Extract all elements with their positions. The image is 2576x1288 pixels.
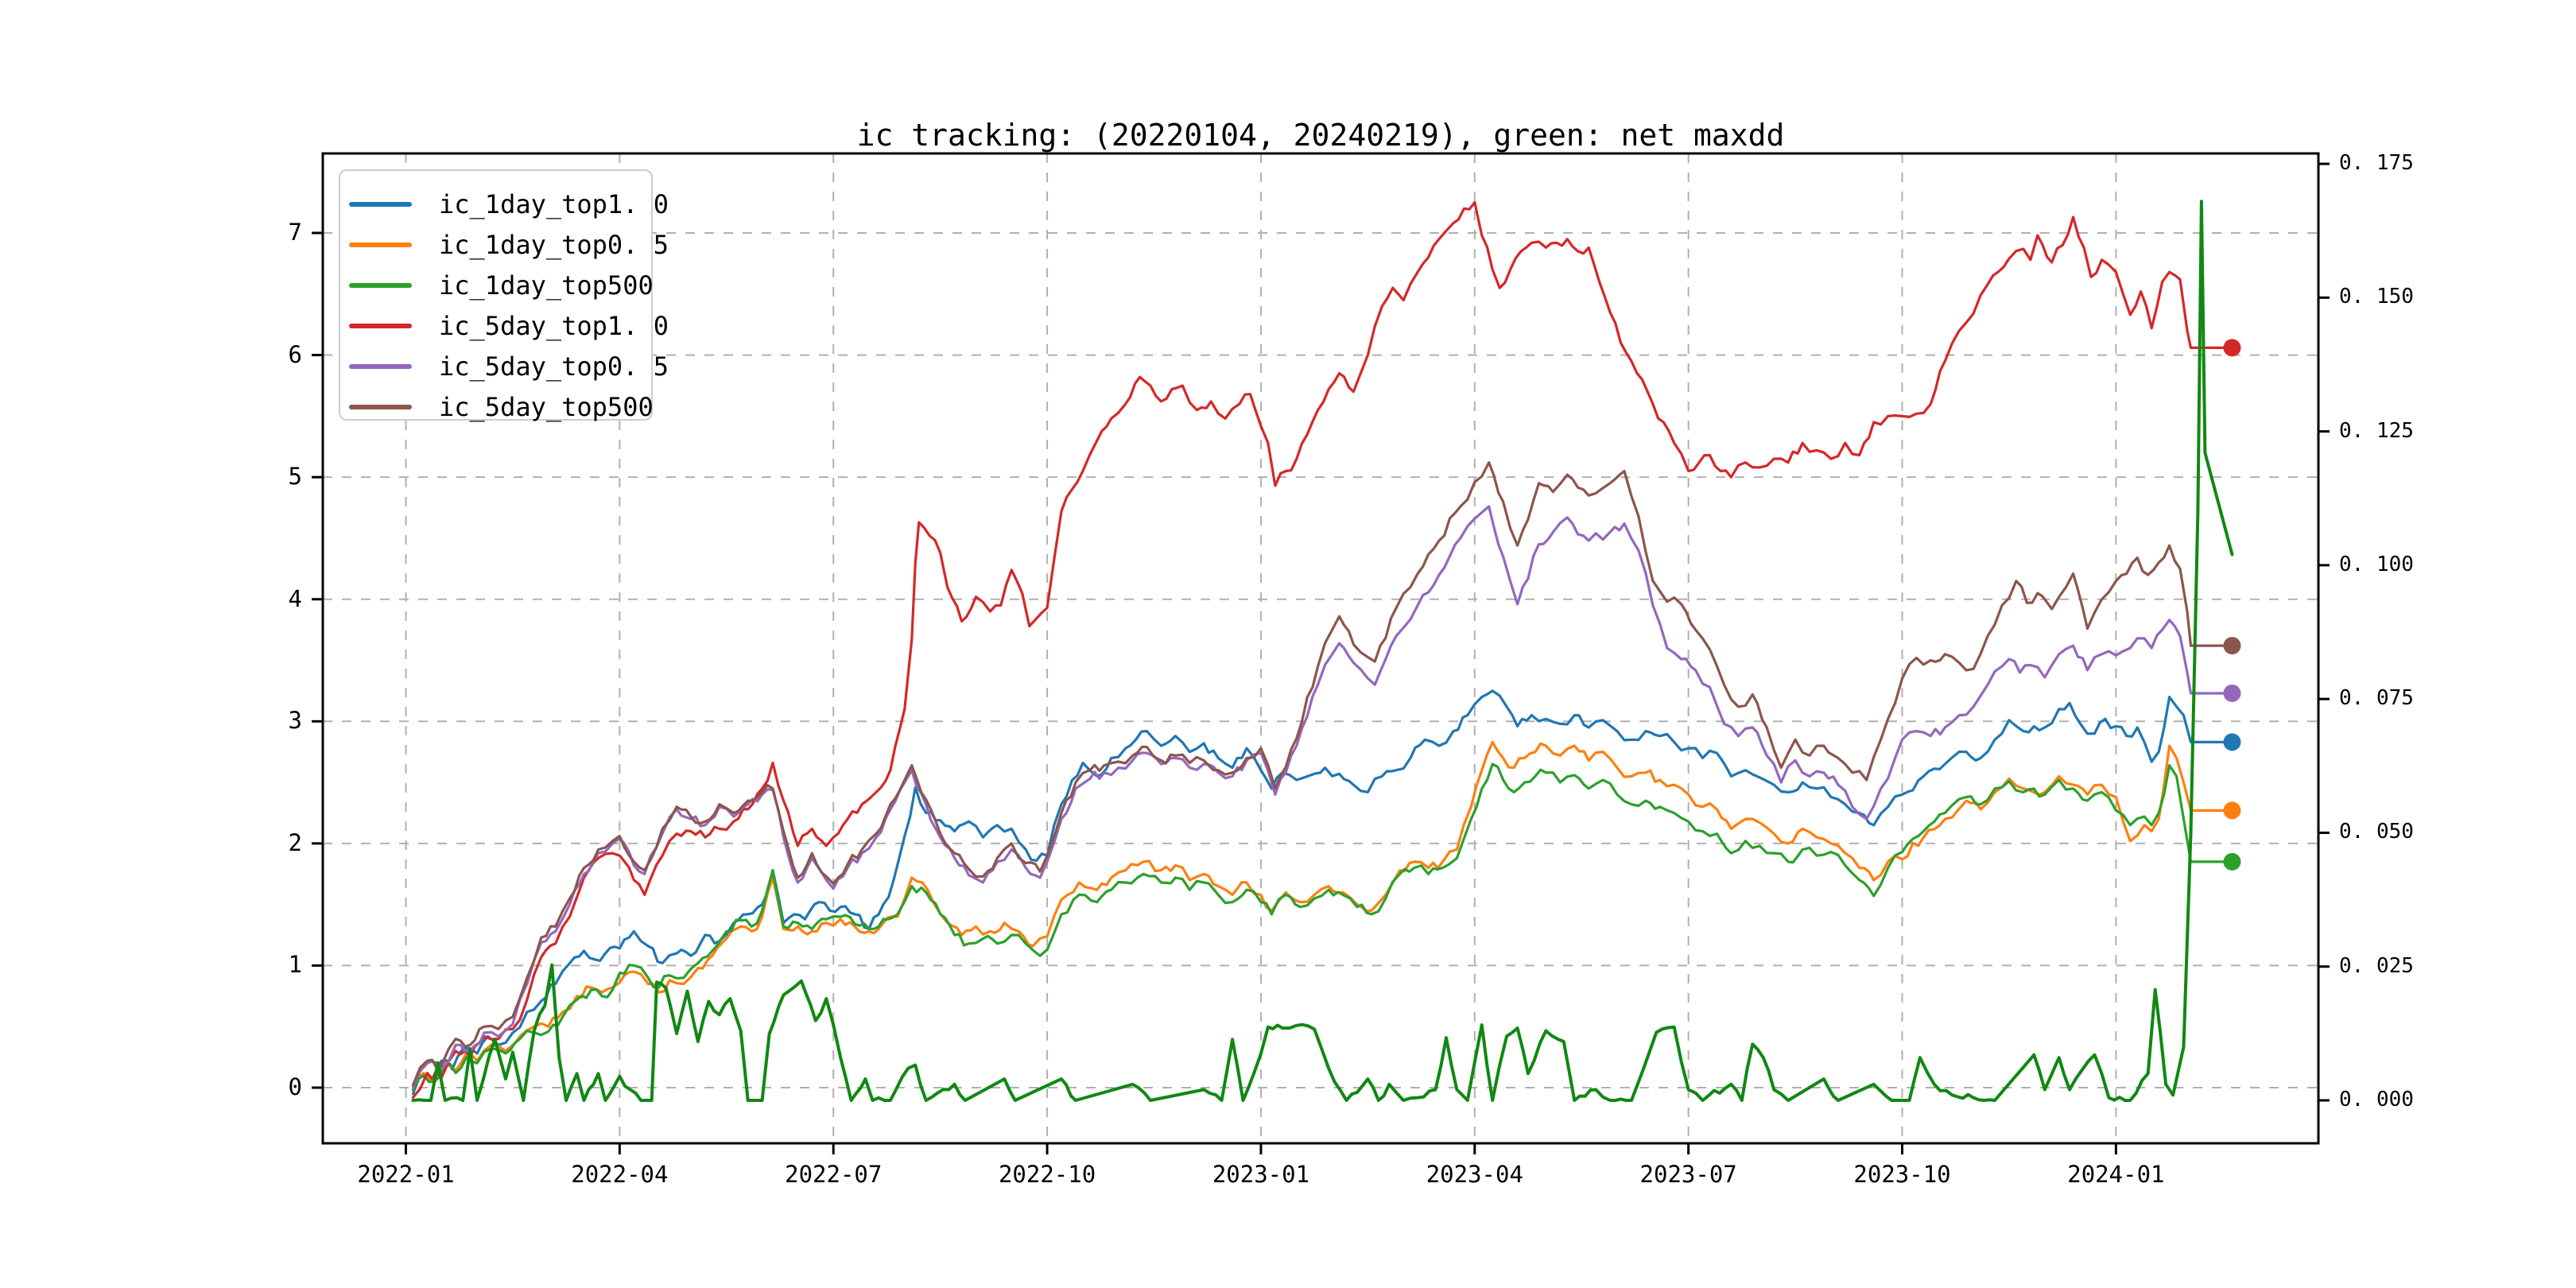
x-tick-2023-04: 2023-04 <box>1426 1161 1523 1188</box>
end-marker-ic-5day-top1-0 <box>2223 339 2241 357</box>
legend-line-swatch <box>349 201 412 207</box>
y-left-tick-7: 7 <box>288 219 302 246</box>
series-ic-5day-top0-5 <box>411 505 2234 1089</box>
legend-label: ic_1day_top500 <box>439 270 654 301</box>
y-right-tick-0.075: 0. 075 <box>2339 686 2414 711</box>
series-group <box>411 200 2241 1102</box>
legend-line-swatch <box>349 242 412 247</box>
series-net-maxdd <box>411 200 2234 1102</box>
end-marker-ic-1day-top0-5 <box>2223 801 2241 820</box>
series-ic-1day-top500 <box>411 762 2234 1092</box>
grid-lines <box>323 153 2318 1143</box>
x-tick-2022-10: 2022-10 <box>998 1161 1096 1188</box>
end-marker-ic-5day-top500 <box>2223 637 2241 655</box>
y-left-tick-0: 0 <box>288 1073 302 1100</box>
x-tick-2024-01: 2024-01 <box>2067 1161 2165 1188</box>
legend-label: ic_1day_top0. 5 <box>439 229 669 260</box>
y-left-tick-2: 2 <box>288 828 302 856</box>
legend-item-ic-1day-top500: ic_1day_top500 <box>340 265 654 305</box>
y-right-tick-0.15: 0. 150 <box>2339 285 2414 309</box>
x-tick-2022-07: 2022-07 <box>785 1161 883 1188</box>
y-left-tick-4: 4 <box>288 584 302 612</box>
x-tick-2022-04: 2022-04 <box>571 1161 669 1188</box>
legend-line-swatch <box>349 323 412 328</box>
end-marker-ic-5day-top0-5 <box>2223 684 2241 702</box>
y-right-tick-0.125: 0. 125 <box>2339 418 2414 443</box>
x-tick-2023-10: 2023-10 <box>1853 1161 1951 1188</box>
y-left-tick-1: 1 <box>288 951 302 979</box>
legend-label: ic_5day_top0. 5 <box>439 351 669 382</box>
y-left-tick-3: 3 <box>288 707 302 735</box>
y-right-tick-0.05: 0. 050 <box>2339 820 2414 844</box>
legend-item-ic-1day-top1-0: ic_1day_top1. 0 <box>340 184 669 224</box>
series-ic-1day-top0-5 <box>411 740 2234 1092</box>
legend-label: ic_5day_top1. 0 <box>439 310 669 341</box>
legend-line-swatch <box>349 363 412 369</box>
y-right-tick-0.1: 0. 100 <box>2339 552 2414 576</box>
axis-ticks <box>312 162 2330 1154</box>
y-left-tick-6: 6 <box>288 340 302 368</box>
legend-item-ic-1day-top0-5: ic_1day_top0. 5 <box>340 224 669 265</box>
end-marker-ic-1day-top500 <box>2223 852 2241 871</box>
y-right-tick-0: 0. 000 <box>2339 1088 2414 1111</box>
legend-label: ic_1day_top1. 0 <box>439 188 669 219</box>
series-ic-1day-top1-0 <box>411 689 2234 1096</box>
series-ic-5day-top500 <box>411 461 2234 1087</box>
y-right-tick-0.025: 0. 025 <box>2339 953 2414 978</box>
legend-item-ic-5day-top1-0: ic_5day_top1. 0 <box>340 305 669 346</box>
chart-legend: ic_1day_top1. 0 ic_1day_top0. 5 ic_1day_to… <box>339 169 669 422</box>
x-tick-2023-07: 2023-07 <box>1639 1161 1737 1188</box>
legend-label: ic_5day_top500 <box>439 391 654 422</box>
x-tick-2023-01: 2023-01 <box>1212 1161 1310 1188</box>
legend-item-ic-5day-top0-5: ic_5day_top0. 5 <box>340 346 669 386</box>
plot-border <box>321 152 2320 1145</box>
end-marker-ic-1day-top1-0 <box>2223 733 2241 751</box>
legend-item-ic-5day-top500: ic_5day_top500 <box>340 386 654 427</box>
legend-line-swatch <box>349 404 412 409</box>
chart-title: ic tracking: (20220104, 20240219), green… <box>856 118 1785 153</box>
y-right-tick-0.175: 0. 175 <box>2339 151 2414 176</box>
y-left-tick-5: 5 <box>288 463 302 491</box>
x-tick-2022-01: 2022-01 <box>357 1161 455 1188</box>
series-ic-5day-top1-0 <box>411 201 2234 1099</box>
legend-line-swatch <box>349 282 412 288</box>
